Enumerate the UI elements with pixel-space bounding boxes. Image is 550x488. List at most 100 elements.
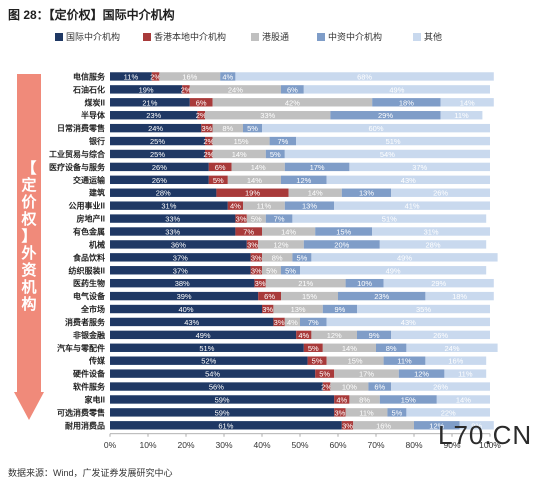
bar-segment — [243, 201, 285, 210]
data-label: 13% — [291, 305, 306, 314]
data-label: 12% — [273, 240, 288, 249]
bar-segment — [235, 72, 494, 81]
bar-segment — [383, 278, 494, 288]
data-label: 5% — [312, 357, 323, 366]
bar-segment — [231, 162, 285, 172]
bar-segment — [379, 395, 437, 404]
bar-segment — [303, 240, 380, 249]
data-label: 7% — [308, 318, 319, 327]
category-label: 传媒 — [88, 356, 106, 366]
data-label: 3% — [251, 253, 262, 262]
category-label: 交通运输 — [73, 175, 106, 185]
bar-segment — [368, 382, 392, 391]
data-label: 9% — [471, 421, 482, 430]
bar-segment — [440, 98, 494, 107]
bar-segment — [246, 240, 259, 249]
legend-swatch — [55, 32, 63, 41]
data-label: 14% — [308, 189, 323, 198]
bar-segment — [303, 343, 323, 352]
legend-label: 香港本地中介机构 — [154, 32, 227, 42]
data-label: 37% — [173, 253, 188, 262]
legend-item: 国际中介机构 — [55, 30, 120, 43]
data-label: 5% — [213, 176, 224, 185]
data-label: 59% — [215, 395, 230, 404]
data-label: 6% — [264, 292, 275, 301]
data-label: 51% — [386, 137, 401, 146]
data-label: 14% — [460, 98, 475, 107]
data-label: 54% — [205, 370, 220, 379]
data-label: 49% — [386, 266, 401, 275]
bar-segment — [406, 408, 490, 417]
data-label: 10% — [342, 383, 357, 392]
data-label: 11% — [124, 72, 139, 81]
data-label: 19% — [245, 189, 260, 198]
side-label-char: 资 — [21, 262, 37, 279]
bar-segment — [246, 214, 266, 223]
data-label: 9% — [334, 305, 345, 314]
data-label: 18% — [452, 292, 467, 301]
bar-segment — [357, 304, 490, 314]
bar-segment — [459, 421, 494, 430]
data-label: 3% — [262, 305, 273, 314]
bar-segment — [212, 149, 266, 159]
data-label: 4% — [336, 395, 347, 404]
data-label: 11% — [454, 111, 469, 120]
bar-segment — [307, 356, 327, 365]
data-label: 3% — [251, 266, 262, 275]
bar-segment — [205, 111, 331, 120]
bar-segment — [357, 330, 392, 340]
side-label-text: 【 定 价 权 】 外 资 机 构 — [14, 160, 44, 313]
chart-legend: 国际中介机构 香港本地中介机构 港股通 中资中介机构 其他 — [55, 30, 495, 44]
bar-segment — [216, 188, 289, 197]
data-label: 33% — [260, 111, 275, 120]
data-label: 26% — [152, 176, 167, 185]
data-label: 24% — [148, 124, 163, 133]
category-label: 家电II — [85, 394, 105, 404]
category-label: 石油石化 — [72, 84, 105, 94]
data-label: 4% — [298, 331, 309, 340]
bar-segment — [262, 123, 490, 133]
data-label: 26% — [152, 163, 167, 172]
data-label: 43% — [184, 318, 199, 327]
data-label: 15% — [234, 137, 249, 146]
data-label: 15% — [302, 292, 317, 301]
bar-segment — [262, 266, 281, 275]
bar-segment — [281, 291, 338, 301]
data-label: 16% — [182, 72, 197, 81]
bar-segment — [110, 162, 209, 172]
data-label: 2% — [150, 72, 161, 81]
legend-swatch — [251, 32, 259, 41]
bar-segment — [110, 123, 202, 133]
category-label: 煤炭II — [85, 97, 105, 107]
data-label: 5% — [308, 344, 319, 353]
category-label: 汽车与零配件 — [57, 343, 105, 353]
bar-segment — [212, 123, 243, 133]
data-label: 6% — [215, 163, 226, 172]
bar-segment — [110, 382, 323, 391]
bar-segment — [444, 369, 487, 378]
data-label: 16% — [376, 421, 391, 430]
category-label: 硬件设备 — [73, 369, 106, 379]
data-label: 3% — [274, 318, 285, 327]
data-label: 14% — [251, 163, 266, 172]
category-label: 半导体 — [81, 110, 106, 120]
bar-segment — [311, 253, 498, 262]
bar-segment — [110, 253, 251, 262]
bar-segment — [334, 395, 350, 404]
data-label: 15% — [348, 357, 363, 366]
side-label-char: 外 — [21, 245, 37, 262]
bar-segment — [110, 278, 255, 288]
data-label: 8% — [222, 124, 233, 133]
x-tick-label: 0% — [104, 440, 117, 450]
legend-swatch — [143, 32, 151, 41]
x-tick-label: 30% — [215, 440, 232, 450]
data-label: 6% — [196, 98, 207, 107]
bar-segment — [110, 304, 262, 314]
bar-segment — [205, 149, 213, 159]
watermark-logo: L70.CN — [438, 420, 533, 450]
category-label: 公用事业II — [69, 201, 105, 211]
data-label: 7% — [243, 228, 254, 237]
bar-segment — [284, 317, 300, 327]
bar-segment — [197, 111, 205, 120]
